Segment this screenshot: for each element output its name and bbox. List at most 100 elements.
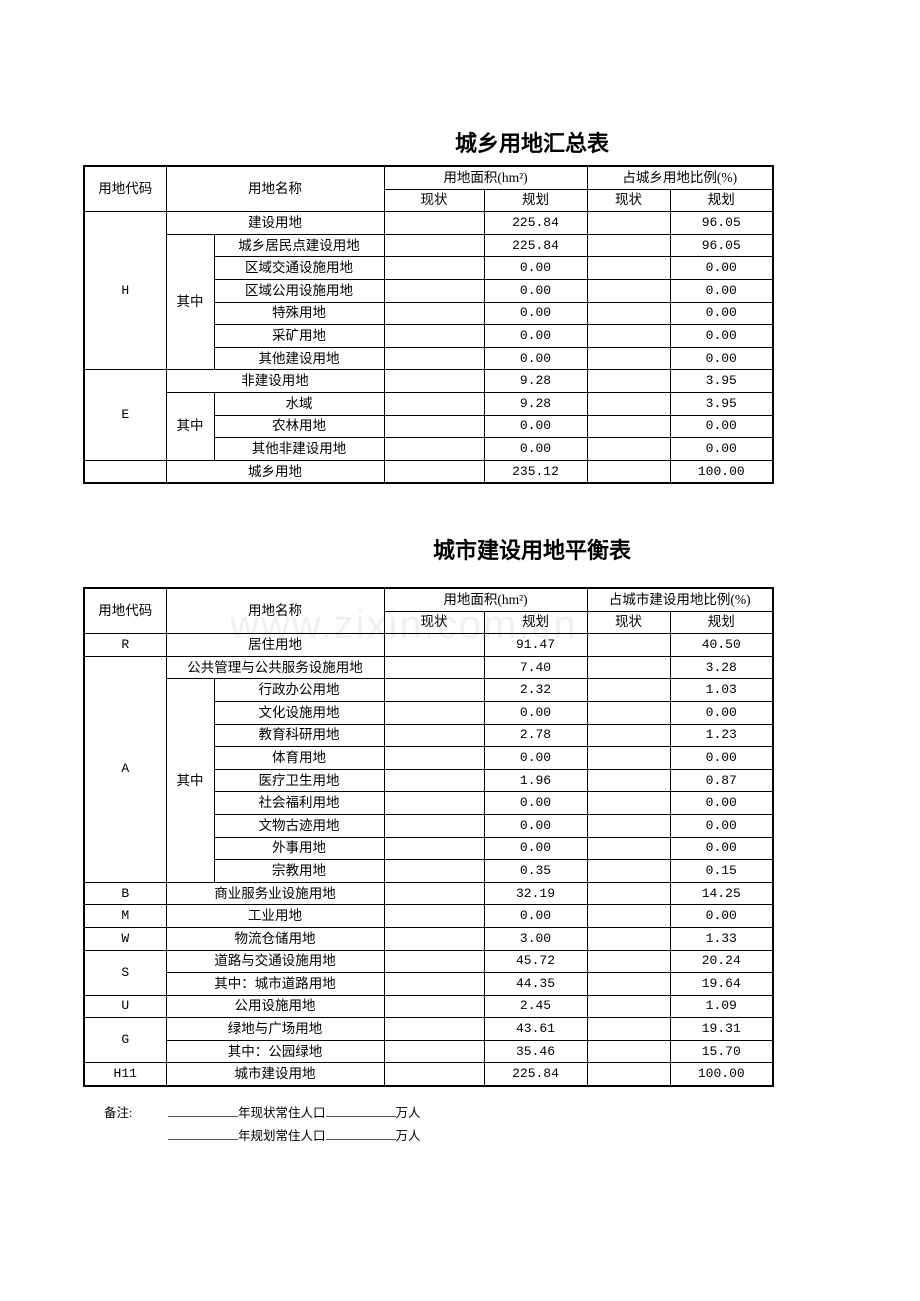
plan-ratio: 15.70	[669, 1039, 774, 1064]
header-ratio: 占城市建设用地比例(%)	[586, 587, 774, 612]
land-code: H11	[83, 1062, 167, 1087]
plan-area: 44.35	[483, 972, 588, 996]
land-name: 公用设施用地	[165, 994, 385, 1019]
land-code: R	[83, 633, 167, 657]
plan-area: 0.00	[483, 813, 588, 838]
plan-area: 43.61	[483, 1017, 588, 1041]
land-name: 城乡用地	[165, 459, 385, 484]
table-row: M 工业用地 0.00 0.00	[83, 904, 774, 928]
table-row: 区域交通设施用地 0.00 0.00	[84, 256, 774, 280]
land-code: U	[83, 994, 167, 1019]
land-name: 非建设用地	[165, 369, 385, 393]
plan-ratio: 40.50	[669, 633, 774, 657]
current-area	[383, 256, 485, 280]
land-name: 行政办公用地	[213, 678, 385, 702]
plan-ratio: 1.09	[669, 994, 774, 1019]
plan-area: 0.00	[483, 904, 588, 928]
notes-line-1: 年现状常住人口 万人	[168, 1102, 421, 1121]
land-name: 商业服务业设施用地	[165, 881, 385, 906]
year-blank[interactable]	[168, 1104, 238, 1117]
table-row: G 绿地与广场用地 43.61 19.31	[83, 1017, 774, 1064]
header-ratio-plan: 规划	[669, 188, 774, 213]
plan-area: 225.84	[483, 1062, 588, 1087]
current-area	[383, 369, 485, 393]
plan-ratio: 96.05	[669, 233, 774, 258]
plan-area: 0.00	[483, 836, 588, 861]
land-code: G	[83, 1017, 167, 1064]
plan-area: 0.00	[483, 278, 588, 303]
current-ratio	[586, 346, 671, 371]
plan-area: 3.00	[483, 926, 588, 951]
plan-ratio: 0.00	[669, 301, 774, 326]
note-unit: 万人	[395, 1106, 421, 1120]
population-blank[interactable]	[325, 1104, 396, 1117]
plan-area: 91.47	[483, 633, 588, 657]
land-name: 城市建设用地	[165, 1062, 385, 1087]
current-area	[383, 346, 485, 371]
header-area-current: 现状	[383, 610, 485, 635]
current-ratio	[586, 324, 671, 348]
land-code: W	[83, 926, 167, 951]
plan-area: 0.00	[483, 346, 588, 371]
table-row: 体育用地 0.00 0.00	[84, 746, 774, 770]
plan-area: 235.12	[483, 459, 588, 484]
land-name: 建设用地	[165, 211, 385, 235]
current-ratio	[586, 813, 671, 838]
current-ratio	[586, 949, 671, 974]
land-name: 农林用地	[213, 414, 385, 439]
current-area	[383, 655, 485, 680]
current-area	[383, 633, 485, 657]
land-name: 其他建设用地	[213, 346, 385, 371]
current-ratio	[586, 1062, 671, 1087]
population-blank[interactable]	[325, 1127, 396, 1140]
header-area-plan: 规划	[483, 610, 588, 635]
plan-area: 225.84	[483, 211, 588, 235]
header-land-name: 用地名称	[165, 165, 385, 213]
table-row: 城乡用地 235.12 100.00	[83, 459, 774, 484]
notes-line-2: 年规划常住人口 万人	[168, 1125, 421, 1144]
sub-category-label: 其中	[165, 233, 215, 371]
table-row: 其中：公园绿地 35.46 15.70	[84, 1039, 774, 1064]
current-area	[383, 211, 485, 235]
current-ratio	[586, 459, 671, 484]
land-name: 居住用地	[165, 633, 385, 657]
table-row: 其中 行政办公用地 2.32 1.03	[84, 678, 774, 883]
plan-ratio: 3.95	[669, 391, 774, 416]
table-row: H11 城市建设用地 225.84 100.00	[83, 1062, 774, 1087]
plan-ratio: 100.00	[669, 1062, 774, 1087]
plan-ratio: 14.25	[669, 881, 774, 906]
plan-ratio: 0.00	[669, 746, 774, 770]
plan-ratio: 100.00	[669, 459, 774, 484]
table-row: 其中：城市道路用地 44.35 19.64	[84, 972, 774, 996]
current-ratio	[586, 301, 671, 326]
current-area	[383, 768, 485, 793]
current-area	[383, 723, 485, 748]
table-row: W 物流仓储用地 3.00 1.33	[83, 926, 774, 951]
plan-area: 0.00	[483, 746, 588, 770]
plan-area: 2.78	[483, 723, 588, 748]
land-name: 绿地与广场用地	[165, 1017, 385, 1041]
table1-title: 城乡用地汇总表	[454, 132, 609, 157]
plan-area: 225.84	[483, 233, 588, 258]
land-name: 文化设施用地	[213, 700, 385, 725]
land-name: 采矿用地	[213, 324, 385, 348]
current-ratio	[586, 1039, 671, 1064]
land-name: 医疗卫生用地	[213, 768, 385, 793]
land-code: A	[83, 655, 167, 883]
current-area	[383, 700, 485, 725]
current-ratio	[586, 233, 671, 258]
current-ratio	[586, 633, 671, 657]
plan-ratio: 96.05	[669, 211, 774, 235]
current-area	[383, 1039, 485, 1064]
year-blank[interactable]	[168, 1127, 238, 1140]
plan-ratio: 3.95	[669, 369, 774, 393]
plan-ratio: 0.00	[669, 836, 774, 861]
table2-title: 城市建设用地平衡表	[432, 539, 631, 564]
current-ratio	[586, 746, 671, 770]
land-name: 公共管理与公共服务设施用地	[165, 655, 385, 680]
current-ratio	[586, 994, 671, 1019]
table-row: U 公用设施用地 2.45 1.09	[83, 994, 774, 1019]
plan-area: 32.19	[483, 881, 588, 906]
table-row: 教育科研用地 2.78 1.23	[84, 723, 774, 748]
